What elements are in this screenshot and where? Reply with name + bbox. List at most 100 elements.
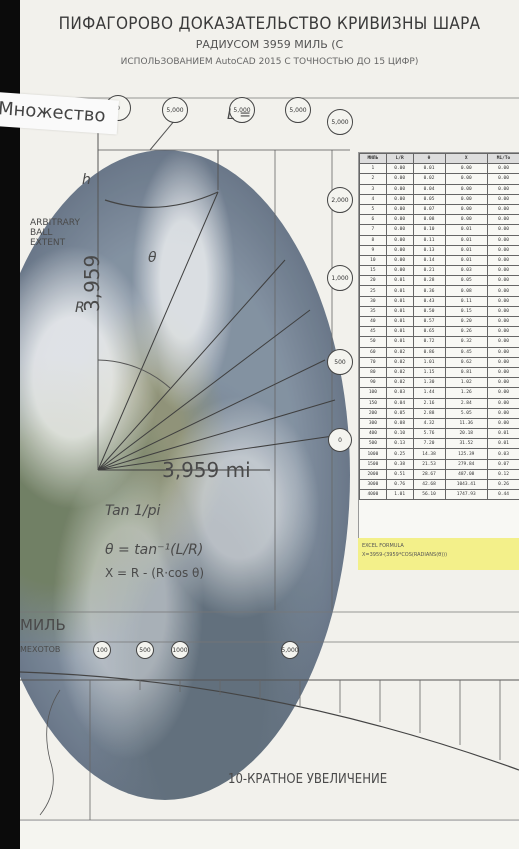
table-cell: 1.01	[385, 489, 414, 501]
table-cell: 0.13	[385, 438, 414, 450]
table-cell: 4.32	[412, 417, 446, 430]
table-cell: 5.05	[444, 407, 488, 419]
table-cell: 0.08	[444, 285, 488, 297]
table-cell: 0.01	[385, 336, 414, 348]
table-row: 500 0.13 7.20 31.52 0.01	[359, 438, 519, 450]
table-cell: 0.57	[412, 315, 446, 328]
table-row: 10 0.00 0.14 0.01 0.00	[359, 254, 519, 267]
table-cell: 0.02	[385, 356, 414, 368]
formula-box-title: EXCEL FORMULA	[362, 543, 404, 549]
table-cell: 0.05	[444, 275, 488, 287]
l-equals-label: L =	[227, 107, 251, 123]
table-cell: 2000	[359, 468, 387, 481]
table-cell: 0.00	[486, 366, 519, 379]
table-cell: 0.01	[444, 234, 488, 246]
table-cell: 0.00	[385, 173, 414, 185]
table-cell: 1.26	[444, 387, 488, 399]
table-cell: 0.00	[486, 417, 519, 430]
table-row: 20 0.01 0.28 0.05 0.00	[359, 275, 519, 287]
table-cell: 0.00	[486, 275, 519, 287]
table-cell: 0.08	[385, 417, 414, 430]
table-cell: 0.72	[412, 336, 446, 348]
table-row: 300 0.08 4.32 11.36 0.00	[359, 417, 519, 430]
table-cell: 0.32	[444, 336, 488, 348]
table-row: 9 0.00 0.13 0.01 0.00	[359, 244, 519, 256]
table-cell: 0.00	[486, 285, 519, 297]
table-cell: 60	[359, 346, 387, 358]
curvature-drop-curve	[104, 191, 219, 208]
table-cell: 0.00	[486, 244, 519, 256]
table-cell: 0.21	[412, 265, 446, 277]
table-cell: 0.00	[486, 265, 519, 277]
table-cell: 0.03	[486, 448, 519, 460]
table-row: 3000 0.76 42.68 1043.41 0.26	[359, 478, 519, 491]
table-cell: 2.16	[412, 397, 446, 409]
blueprint-sheet: ПИФАГОРОВО ДОКАЗАТЕЛЬСТВО КРИВИЗНЫ ШАРА …	[20, 0, 519, 849]
table-row: 200 0.05 2.88 5.05 0.00	[359, 407, 519, 419]
r-label: R	[75, 300, 85, 316]
table-cell: 1000	[359, 448, 387, 460]
table-cell: 0.00	[486, 377, 519, 389]
table-header-cell: Mi/To	[486, 153, 519, 165]
table-cell: 0.00	[486, 224, 519, 236]
table-cell: 0.00	[486, 214, 519, 226]
table-cell: 0.00	[486, 346, 519, 358]
table-cell: 0.01	[444, 254, 488, 267]
table-cell: 1.44	[412, 387, 446, 399]
table-row: 4000 1.01 56.10 1747.93 0.44	[359, 489, 519, 501]
dimension-bubble: 5,000	[285, 97, 311, 123]
table-cell: 50	[359, 336, 387, 348]
title-line-1: ПИФАГОРОВО ДОКАЗАТЕЛЬСТВО КРИВИЗНЫ ШАРА	[58, 14, 481, 34]
table-cell: 0.86	[412, 346, 446, 358]
table-cell: 0.12	[486, 468, 519, 481]
table-row: 7 0.00 0.10 0.01 0.00	[359, 224, 519, 236]
table-cell: 0.01	[385, 295, 414, 307]
table-cell: 125.39	[444, 448, 488, 460]
radial-line-2	[97, 259, 286, 471]
table-cell: 0.00	[444, 193, 488, 205]
table-cell: 0.81	[444, 366, 488, 379]
table-cell: 1747.93	[444, 489, 488, 501]
table-cell: 0.00	[444, 183, 488, 195]
table-cell: 0.08	[412, 214, 446, 226]
table-cell: 0.00	[486, 315, 519, 328]
table-cell: 0.26	[486, 478, 519, 491]
table-cell: 0.15	[444, 305, 488, 318]
table-cell: 1	[359, 163, 387, 175]
table-cell: 7.20	[412, 438, 446, 450]
table-cell: 0.00	[486, 193, 519, 205]
table-cell: 200	[359, 407, 387, 419]
table-row: 6 0.00 0.08 0.00 0.00	[359, 214, 519, 226]
table-cell: 35	[359, 305, 387, 318]
table-header-cell: X	[444, 153, 488, 165]
table-cell: 0.01	[412, 163, 446, 175]
table-row: 400 0.10 5.76 20.18 0.01	[359, 428, 519, 440]
table-cell: 0.50	[412, 305, 446, 318]
radial-line-1	[97, 191, 219, 471]
table-cell: 0.07	[412, 203, 446, 216]
table-cell: 0.00	[486, 203, 519, 216]
table-row: 15 0.00 0.21 0.03 0.00	[359, 265, 519, 277]
table-cell: 40	[359, 315, 387, 328]
table-cell: 2	[359, 173, 387, 185]
table-cell: 90	[359, 377, 387, 389]
table-cell: 279.84	[444, 458, 488, 470]
table-cell: 0.10	[412, 224, 446, 236]
table-cell: 3	[359, 183, 387, 195]
data-table-panel: МИЛЬ L/R θ X Mi/To 1 0.00 0.01 0.00 0.00 2 0.00 0.0…	[358, 152, 519, 546]
table-cell: 100	[359, 387, 387, 399]
title-line-2: РАДИУСОМ 3959 МИЛЬ (С	[195, 38, 344, 51]
table-cell: 0.00	[385, 214, 414, 226]
leader-1	[149, 119, 176, 151]
table-cell: 25	[359, 285, 387, 297]
table-cell: 0.00	[444, 163, 488, 175]
table-cell: 500	[359, 438, 387, 450]
excel-formula-box: EXCEL FORMULA X=3959-(3959*COS(RADIANS(θ…	[358, 538, 519, 570]
table-cell: 9	[359, 244, 387, 256]
theta-arc	[97, 359, 171, 389]
table-cell: 0.07	[486, 458, 519, 470]
table-cell: 0.14	[412, 254, 446, 267]
table-cell: 0.05	[412, 193, 446, 205]
table-cell: 1500	[359, 458, 387, 470]
table-cell: 0.00	[486, 397, 519, 409]
